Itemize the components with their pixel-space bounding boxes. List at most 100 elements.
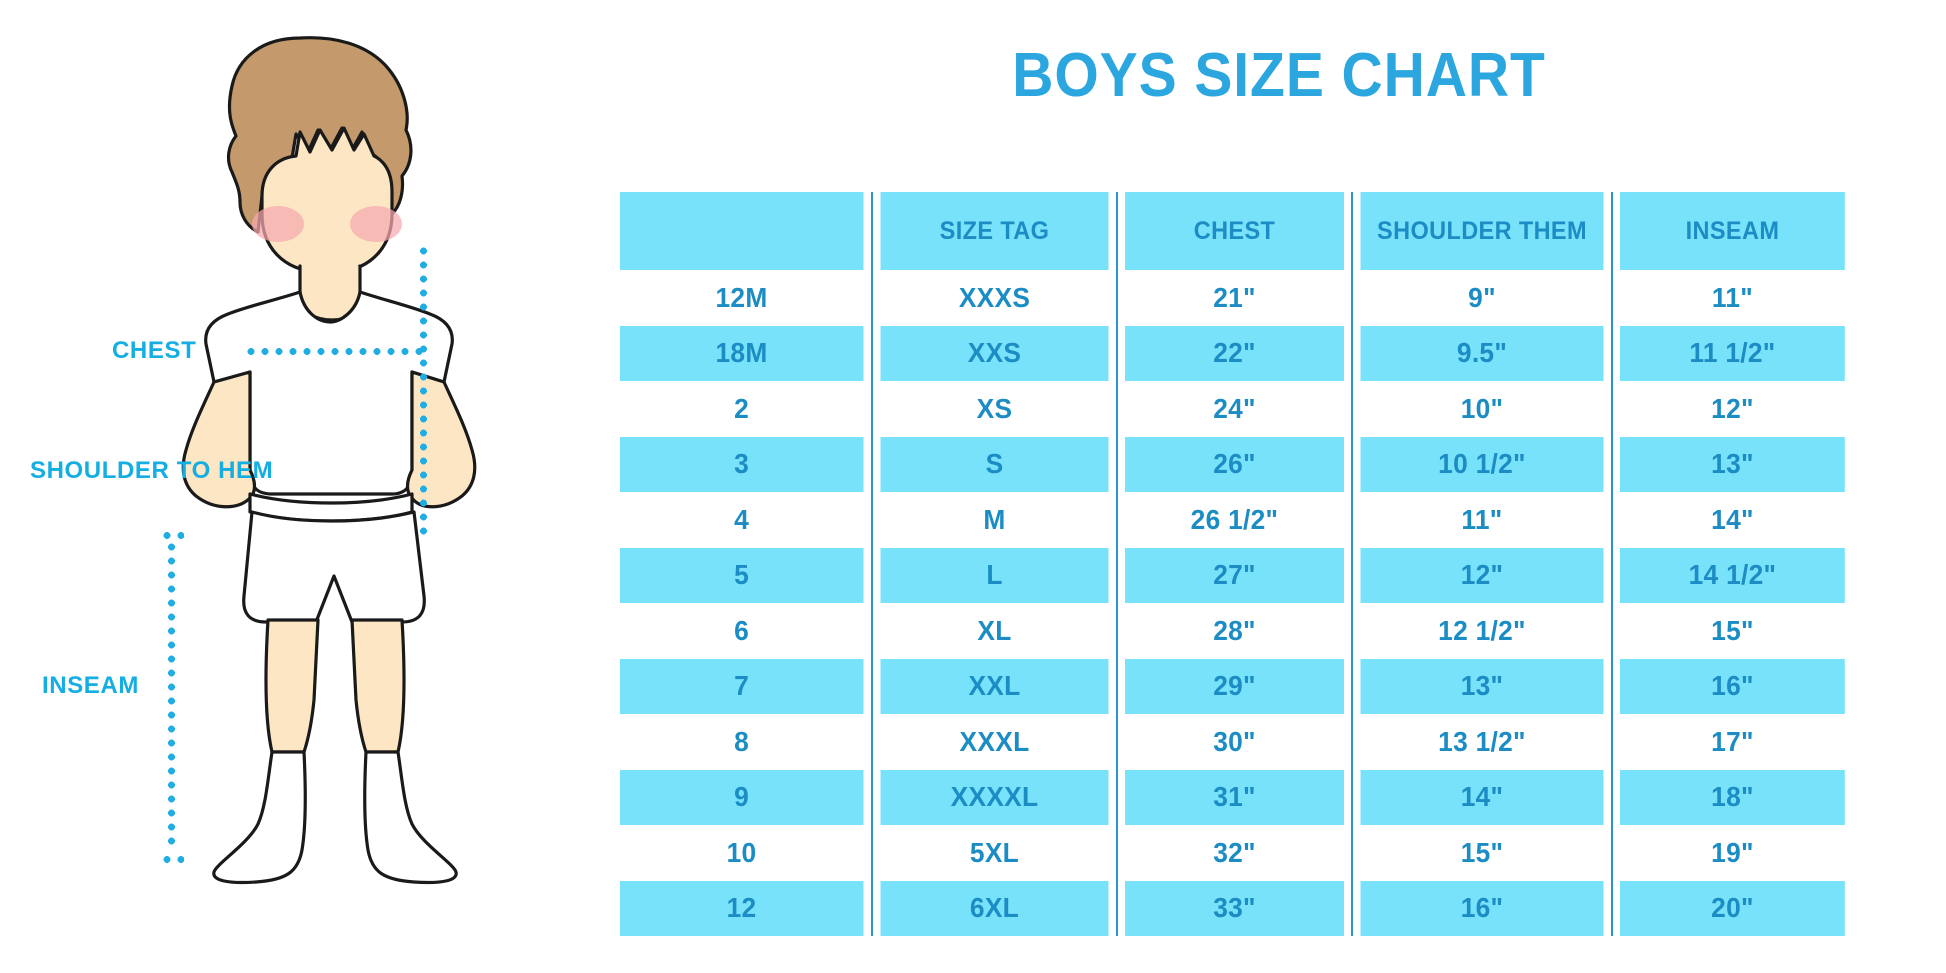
cell-value: 26" [1123, 436, 1345, 492]
table-row: 12 6XL 33" 16" 20" [612, 880, 1852, 936]
cell-value: 12" [1618, 381, 1845, 437]
shoulder-to-hem-label: SHOULDER TO HEM [30, 457, 274, 484]
cell-size: 6 [619, 603, 865, 659]
cell-value: 31" [1123, 769, 1345, 825]
chest-guide-line [244, 348, 424, 355]
blush-left [252, 206, 304, 242]
cell-value: 26 1/2" [1123, 492, 1345, 548]
cell-value: 11 1/2" [1618, 325, 1845, 381]
column-header-shoulder-them: SHOULDER THEM [1358, 192, 1605, 270]
table-body: 12M XXXS 21" 9" 11" 18M XXS 22" 9.5" 11 1/2" 2 XS 24… [612, 270, 1852, 936]
cell-value: 15" [1358, 825, 1605, 881]
cell-value: 18" [1618, 769, 1845, 825]
cell-value: 11" [1618, 270, 1845, 326]
table-row: 5 L 27" 12" 14 1/2" [612, 547, 1852, 603]
cell-value: 32" [1123, 825, 1345, 881]
shoe-left [212, 750, 307, 885]
table-row: 3 S 26" 10 1/2" 13" [612, 436, 1852, 492]
column-header-size [619, 192, 865, 270]
cell-value: 13" [1618, 436, 1845, 492]
cell-value: 24" [1123, 381, 1345, 437]
cell-value: 10 1/2" [1358, 436, 1605, 492]
table-row: 8 XXXL 30" 13 1/2" 17" [612, 714, 1852, 770]
cell-size: 12M [619, 270, 865, 326]
cell-value: 14" [1358, 769, 1605, 825]
cell-size: 18M [619, 325, 865, 381]
table-row: 9 XXXXL 31" 14" 18" [612, 769, 1852, 825]
cell-value: 12 1/2" [1358, 603, 1605, 659]
cell-value: 28" [1123, 603, 1345, 659]
table-row: 12M XXXS 21" 9" 11" [612, 270, 1852, 326]
cell-value: 22" [1123, 325, 1345, 381]
table-row: 6 XL 28" 12 1/2" 15" [612, 603, 1852, 659]
cell-value: 13 1/2" [1358, 714, 1605, 770]
table-row: 7 XXL 29" 13" 16" [612, 658, 1852, 714]
inseam-guide-cap-top [160, 532, 184, 539]
cell-value: 13" [1358, 658, 1605, 714]
cell-value: M [878, 492, 1110, 548]
cell-value: 9" [1358, 270, 1605, 326]
cell-size: 5 [619, 547, 865, 603]
cell-value: 11" [1358, 492, 1605, 548]
cell-value: 20" [1618, 880, 1845, 936]
cell-value: 12" [1358, 547, 1605, 603]
cell-size: 7 [619, 658, 865, 714]
cell-value: 21" [1123, 270, 1345, 326]
cell-value: L [878, 547, 1110, 603]
cell-value: XXXXL [878, 769, 1110, 825]
table-row: 10 5XL 32" 15" 19" [612, 825, 1852, 881]
cell-value: 30" [1123, 714, 1345, 770]
cell-value: 29" [1123, 658, 1345, 714]
cell-value: 9.5" [1358, 325, 1605, 381]
cell-value: 27" [1123, 547, 1345, 603]
cell-size: 3 [619, 436, 865, 492]
table-row: 4 M 26 1/2" 11" 14" [612, 492, 1852, 548]
blush-right [350, 206, 402, 242]
column-header-inseam: INSEAM [1618, 192, 1845, 270]
cell-value: XS [878, 381, 1110, 437]
cell-value: 33" [1123, 880, 1345, 936]
shoe-right [363, 750, 458, 885]
cell-value: XXXL [878, 714, 1110, 770]
leg-right [350, 618, 406, 754]
cell-value: XXS [878, 325, 1110, 381]
cell-value: 14 1/2" [1618, 547, 1845, 603]
cell-value: S [878, 436, 1110, 492]
cell-value: 17" [1618, 714, 1845, 770]
cell-size: 8 [619, 714, 865, 770]
cell-value: 16" [1618, 658, 1845, 714]
cell-value: XL [878, 603, 1110, 659]
leg-left [264, 618, 320, 754]
column-header-size-tag: SIZE TAG [878, 192, 1110, 270]
shoulder-to-hem-guide-line [420, 244, 427, 538]
boy-figure-svg [181, 36, 477, 885]
arm-right [405, 370, 477, 509]
cell-size: 10 [619, 825, 865, 881]
size-chart-table: SIZE TAG CHEST SHOULDER THEM INSEAM 12M XXXS… [612, 192, 1852, 936]
cell-value: 5XL [878, 825, 1110, 881]
inseam-label: INSEAM [42, 672, 139, 699]
shorts-shape [242, 510, 426, 624]
page-title: BOYS SIZE CHART [1012, 41, 1546, 110]
cell-value: 10" [1358, 381, 1605, 437]
cell-size: 2 [619, 381, 865, 437]
table-row: 18M XXS 22" 9.5" 11 1/2" [612, 325, 1852, 381]
cell-value: XXXS [878, 270, 1110, 326]
cell-size: 9 [619, 769, 865, 825]
cell-value: 16" [1358, 880, 1605, 936]
cell-value: 14" [1618, 492, 1845, 548]
cell-value: 6XL [878, 880, 1110, 936]
cell-size: 4 [619, 492, 865, 548]
table-header-row: SIZE TAG CHEST SHOULDER THEM INSEAM [612, 192, 1852, 270]
table-row: 2 XS 24" 10" 12" [612, 381, 1852, 437]
cell-value: XXL [878, 658, 1110, 714]
inseam-guide-line [168, 540, 175, 845]
inseam-guide-cap-bottom [160, 856, 184, 863]
cell-size: 12 [619, 880, 865, 936]
cell-value: 19" [1618, 825, 1845, 881]
arm-left [181, 370, 257, 509]
chest-label: CHEST [112, 337, 197, 364]
boy-illustration: CHEST SHOULDER TO HEM INSEAM [0, 0, 600, 973]
cell-value: 15" [1618, 603, 1845, 659]
